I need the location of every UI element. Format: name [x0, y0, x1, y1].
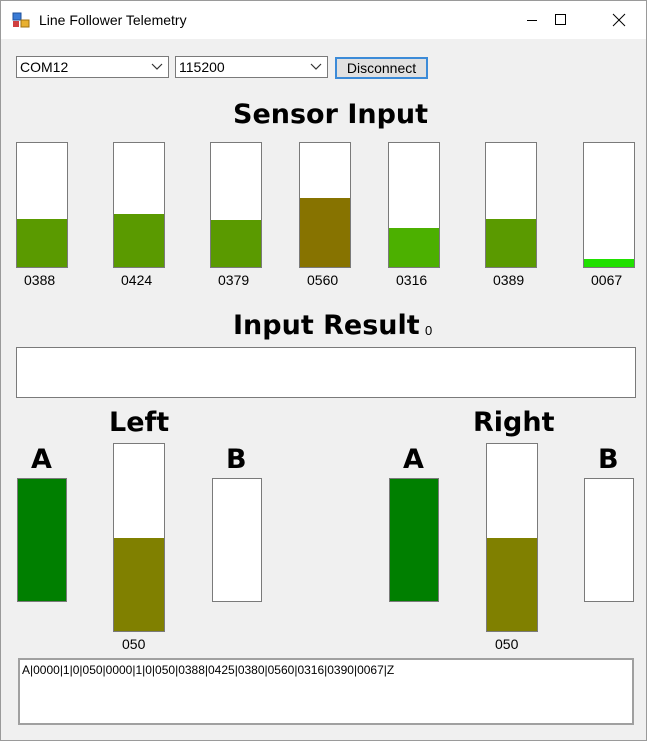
close-icon: [612, 13, 626, 27]
raw-data-text: A|0000|1|0|050|0000|1|0|050|0388|0425|03…: [22, 663, 395, 677]
left-motor-heading: Left: [109, 407, 170, 438]
minimize-icon: [527, 20, 537, 21]
right-b-indicator: [584, 478, 634, 602]
minimize-button[interactable]: [509, 1, 555, 39]
sensor-bar-fill: [211, 220, 261, 267]
right-speed-bar: [486, 443, 538, 632]
left-a-label: A: [31, 444, 52, 475]
sensor-value: 0067: [591, 272, 623, 288]
sensor-bar-fill: [114, 214, 164, 267]
result-value: 0: [425, 323, 433, 338]
window-title: Line Follower Telemetry: [39, 12, 187, 28]
right-motor-heading: Right: [473, 407, 555, 438]
right-speed-fill: [487, 537, 537, 631]
right-speed-value: 050: [495, 636, 519, 652]
chevron-down-icon: [310, 63, 322, 70]
sensor-bar: [583, 142, 635, 268]
maximize-icon: [555, 14, 566, 25]
sensor-value: 0388: [24, 272, 56, 288]
sensor-bar-fill: [17, 218, 67, 267]
sensor-heading: Sensor Input: [233, 99, 429, 130]
sensor-bar: [485, 142, 537, 268]
disconnect-button[interactable]: Disconnect: [335, 57, 428, 79]
sensor-bar-fill: [486, 218, 536, 267]
result-heading: Input Result: [233, 310, 420, 341]
result-display: [16, 347, 636, 398]
sensor-bar-fill: [389, 227, 439, 267]
title-bar[interactable]: Line Follower Telemetry: [1, 1, 646, 39]
left-speed-bar: [113, 443, 165, 632]
baud-value: 115200: [179, 59, 225, 75]
sensor-bar: [299, 142, 351, 268]
sensor-bar: [16, 142, 68, 268]
left-speed-fill: [114, 537, 164, 631]
baud-select[interactable]: 115200: [175, 56, 328, 78]
chevron-down-icon: [151, 63, 163, 70]
port-select[interactable]: COM12: [16, 56, 169, 78]
sensor-value: 0389: [493, 272, 525, 288]
maximize-button[interactable]: [538, 1, 584, 39]
sensor-bar-fill: [584, 258, 634, 267]
sensor-bar: [388, 142, 440, 268]
left-a-indicator: [17, 478, 67, 602]
right-a-label: A: [403, 444, 424, 475]
sensor-value: 0560: [307, 272, 339, 288]
raw-data-textbox[interactable]: A|0000|1|0|050|0000|1|0|050|0388|0425|03…: [18, 658, 634, 725]
port-value: COM12: [20, 59, 69, 75]
close-button[interactable]: [596, 1, 642, 39]
left-b-label: B: [226, 444, 247, 475]
sensor-value: 0316: [396, 272, 428, 288]
sensor-bar-fill: [300, 197, 350, 267]
left-speed-value: 050: [122, 636, 146, 652]
sensor-bar: [113, 142, 165, 268]
right-b-label: B: [598, 444, 619, 475]
app-icon: [12, 11, 30, 29]
sensor-value: 0424: [121, 272, 153, 288]
sensor-bar: [210, 142, 262, 268]
right-a-indicator: [389, 478, 439, 602]
sensor-value: 0379: [218, 272, 250, 288]
left-b-indicator: [212, 478, 262, 602]
